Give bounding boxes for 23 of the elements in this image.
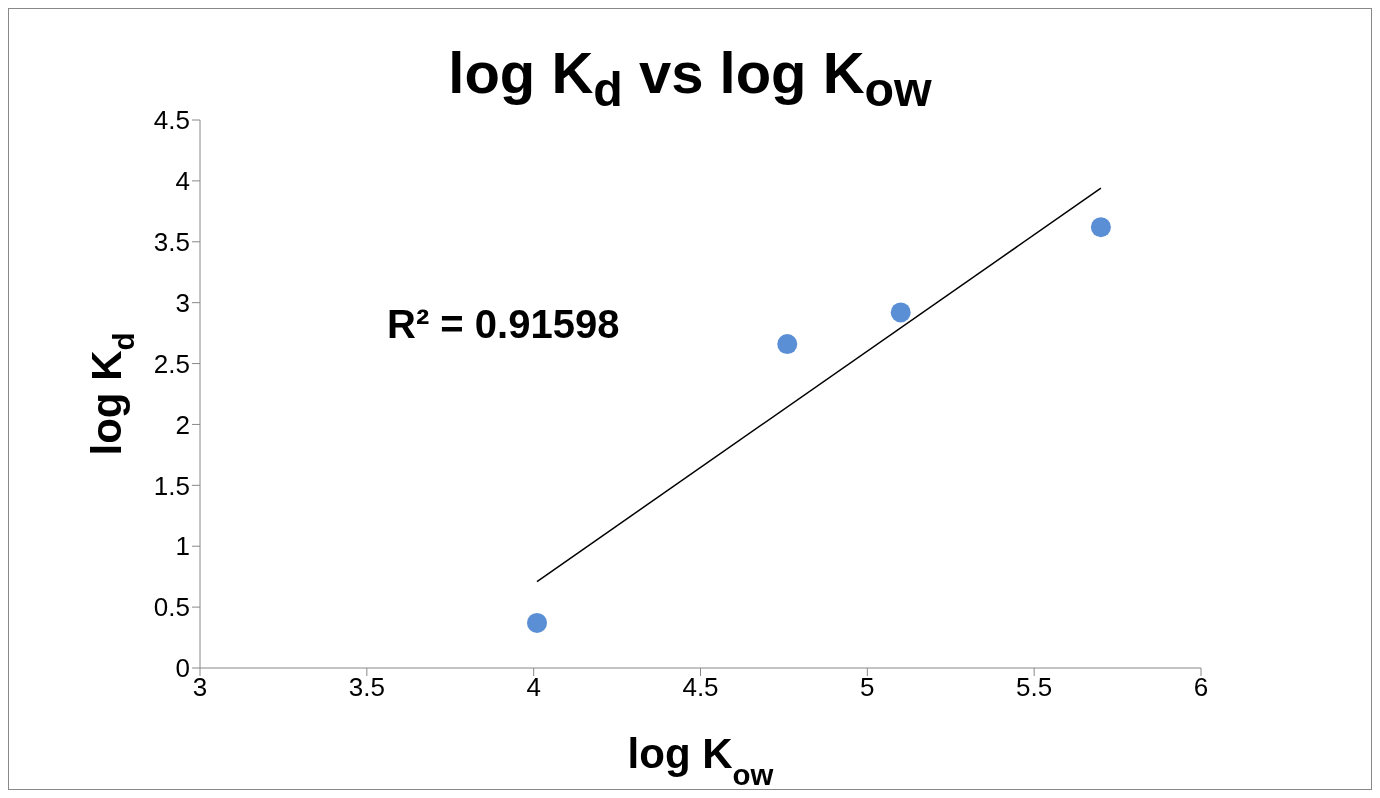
x-tick-label: 4 bbox=[526, 672, 541, 703]
y-tick-label: 2 bbox=[175, 409, 190, 440]
x-axis-title: log K$_{ow}$ bbox=[627, 730, 774, 791]
x-tick-label: 5 bbox=[860, 672, 875, 703]
y-tick-label: 4.5 bbox=[153, 105, 190, 136]
y-tick-label: 4 bbox=[175, 166, 190, 197]
y-tick-label: 2.5 bbox=[153, 348, 190, 379]
point bbox=[890, 302, 911, 323]
y-tick-label: 1.5 bbox=[153, 470, 190, 501]
chart-title: log K$_{d}$ vs log K$_{ow}$ bbox=[448, 40, 932, 116]
annotation: R² = 0.91598 bbox=[387, 302, 620, 347]
point bbox=[777, 334, 798, 355]
y-tick-label: 3 bbox=[175, 287, 190, 318]
y-tick-label: 3.5 bbox=[153, 227, 190, 258]
x-tick-label: 6 bbox=[1193, 672, 1209, 703]
x-tick-label: 3.5 bbox=[348, 672, 385, 703]
point bbox=[1090, 217, 1111, 238]
x-tick-label: 5.5 bbox=[1016, 672, 1053, 703]
y-tick-label: 1 bbox=[175, 531, 190, 562]
y-tick-label: 0 bbox=[175, 653, 190, 684]
y-tick-label: 0.5 bbox=[153, 592, 190, 623]
point bbox=[527, 612, 547, 633]
x-tick-label: 4.5 bbox=[682, 672, 719, 703]
